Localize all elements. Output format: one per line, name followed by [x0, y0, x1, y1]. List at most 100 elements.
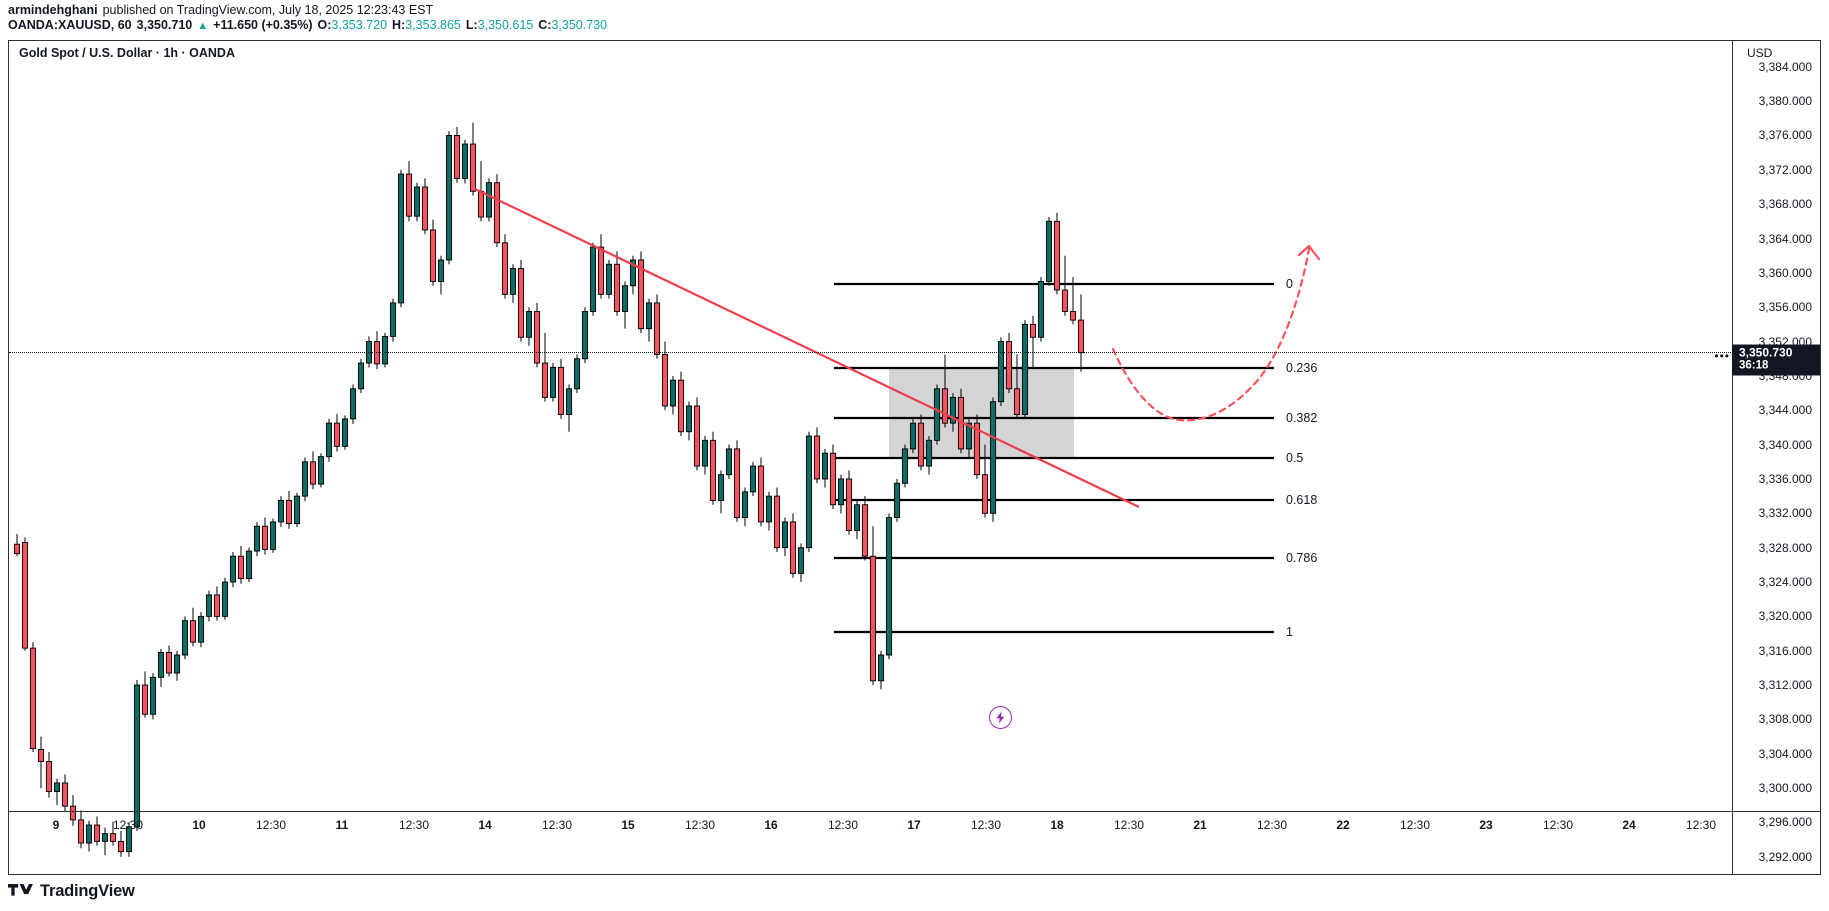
- candle: [269, 521, 277, 550]
- candle: [605, 263, 613, 295]
- candle: [285, 499, 293, 525]
- lightning-bolt-icon[interactable]: [989, 706, 1012, 729]
- candle: [1077, 319, 1085, 354]
- ohlc-line: OANDA:XAUUSD, 60 3,350.710 ▲ +11.650 (+0.35…: [8, 18, 607, 33]
- candle: [93, 824, 101, 842]
- candle: [845, 478, 853, 531]
- current-price-dotted-line: [9, 352, 1733, 354]
- candle: [1053, 220, 1061, 291]
- candle: [277, 499, 285, 523]
- bar-countdown: 36:18: [1739, 359, 1769, 372]
- candle: [917, 422, 925, 467]
- price-change: +11.650 (+0.35%): [213, 18, 313, 32]
- time-tick: 24: [1622, 818, 1636, 832]
- candle: [765, 495, 773, 523]
- candle: [885, 517, 893, 656]
- time-tick: 12:30: [684, 818, 716, 832]
- candle: [525, 311, 533, 338]
- candle: [349, 388, 357, 420]
- candle: [397, 173, 405, 304]
- candle: [613, 263, 621, 312]
- candle: [149, 676, 157, 715]
- candle: [21, 542, 29, 649]
- fib-label: 0.236: [1286, 361, 1318, 375]
- candle: [61, 782, 69, 807]
- candle: [533, 311, 541, 364]
- candle: [333, 422, 341, 447]
- price-tick: 3,300.000: [1758, 781, 1812, 796]
- candle: [653, 302, 661, 355]
- candle: [629, 259, 637, 287]
- time-scale[interactable]: 9 12:30 10 12:30 11 12:30 14 12:30 15 12:30 16 12:3…: [8, 811, 1821, 839]
- lightning-glyph: [996, 711, 1005, 724]
- chart-header: armindehghani published on TradingView.co…: [0, 0, 1829, 38]
- low-value: 3,350.615: [477, 18, 534, 32]
- fib-level-lines: [834, 282, 1274, 634]
- time-tick: 12:30: [1685, 818, 1717, 832]
- price-tick: 3,312.000: [1758, 678, 1812, 693]
- open-value: 3,353.720: [331, 18, 388, 32]
- price-tick: 3,292.000: [1758, 849, 1812, 864]
- candle: [581, 311, 589, 360]
- low-label: L:: [465, 18, 478, 32]
- price-line-ellipsis: •••: [1714, 349, 1730, 364]
- candle: [837, 478, 845, 506]
- fib-label: 0.786: [1286, 551, 1318, 565]
- candle: [221, 581, 229, 617]
- chart-frame[interactable]: Gold Spot / U.S. Dollar · 1h · OANDA 0 0.…: [8, 40, 1821, 875]
- published-text: published on TradingView.com, July 18, 2…: [102, 3, 434, 17]
- candle: [909, 422, 917, 450]
- candle: [37, 749, 45, 762]
- candle: [749, 465, 757, 493]
- candle: [925, 439, 933, 467]
- high-label: H:: [392, 18, 406, 32]
- price-tick: 3,320.000: [1758, 609, 1812, 624]
- last-price: 3,350.710: [136, 18, 193, 32]
- candle: [709, 439, 717, 501]
- candle: [933, 388, 941, 441]
- candle: [229, 555, 237, 583]
- chart-plot-area[interactable]: [9, 41, 1733, 874]
- candle: [773, 495, 781, 549]
- time-tick: 12:30: [1542, 818, 1574, 832]
- candle: [877, 654, 885, 682]
- open-label: O:: [317, 18, 332, 32]
- time-tick: 12:30: [541, 818, 573, 832]
- price-tick: 3,372.000: [1758, 162, 1812, 177]
- time-tick: 12:30: [1399, 818, 1431, 832]
- candle: [637, 259, 645, 330]
- fib-label: 0.618: [1286, 493, 1318, 507]
- candle: [13, 543, 21, 555]
- candle: [997, 341, 1005, 403]
- candle: [141, 684, 149, 715]
- tradingview-logo-icon: [8, 883, 33, 896]
- candle: [85, 824, 93, 844]
- candle: [741, 491, 749, 519]
- time-tick: 22: [1336, 818, 1350, 832]
- candle: [1045, 220, 1053, 282]
- time-tick: 11: [335, 818, 349, 832]
- chart-title: Gold Spot / U.S. Dollar · 1h · OANDA: [19, 46, 235, 60]
- candle: [517, 268, 525, 338]
- candle: [901, 448, 909, 484]
- candle: [1061, 289, 1069, 312]
- candle: [565, 388, 573, 416]
- candle: [245, 550, 253, 580]
- price-tick: 3,360.000: [1758, 265, 1812, 280]
- candle: [365, 341, 373, 364]
- candle: [253, 525, 261, 552]
- candle: [181, 620, 189, 656]
- candle: [501, 242, 509, 295]
- price-tick: 3,328.000: [1758, 540, 1812, 555]
- candle: [197, 615, 205, 643]
- candle: [453, 135, 461, 179]
- candle: [341, 418, 349, 447]
- price-scale[interactable]: USD 3,384.000 3,380.000 3,376.000 3,372.000…: [1732, 41, 1820, 874]
- tradingview-footer: TradingView: [8, 882, 135, 901]
- time-tick: 10: [192, 818, 206, 832]
- candle: [205, 594, 213, 617]
- time-tick: 12:30: [1256, 818, 1288, 832]
- price-tick: 3,340.000: [1758, 437, 1812, 452]
- time-tick: 12:30: [112, 818, 144, 832]
- candle: [437, 259, 445, 282]
